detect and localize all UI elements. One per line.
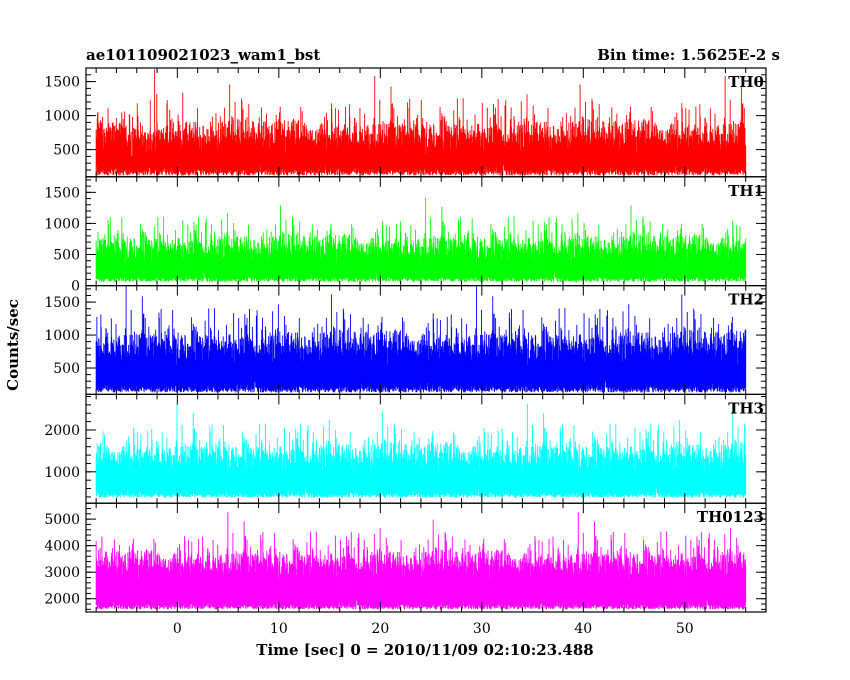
y-tick-label: 1000	[44, 328, 80, 344]
panel-label-th0123: TH0123	[697, 508, 764, 526]
panel-th3: TH3 1000 2000	[44, 393, 767, 504]
y-tick-label: 500	[53, 248, 80, 264]
y-tick-label: 3000	[44, 565, 80, 581]
y-tick-label: 1500	[44, 75, 80, 91]
x-tick-label: 40	[574, 621, 592, 637]
y-tick-label: 0	[71, 279, 80, 295]
panel-th0: TH0 500 1000 1500	[44, 67, 767, 178]
series-th0-line	[95, 69, 747, 176]
chart-subtitle: Bin time: 1.5625E-2 s	[597, 46, 780, 64]
y-tick-label: 500	[53, 361, 80, 377]
y-axis-label: Counts/sec	[4, 299, 22, 391]
x-tick-label: 0	[173, 621, 182, 637]
y-tick-label: 2000	[44, 423, 80, 439]
series-th0123-line	[95, 512, 747, 610]
x-axis-label: Time [sec] 0 = 2010/11/09 02:10:23.488	[256, 641, 593, 659]
y-tick-label: 2000	[44, 592, 80, 608]
y-tick-label: 1000	[44, 216, 80, 232]
y-tick-label: 5000	[44, 512, 80, 528]
x-tick-label: 10	[270, 621, 288, 637]
series-th3-line	[95, 403, 747, 498]
panel-label-th3: TH3	[728, 399, 764, 417]
panel-label-th1: TH1	[728, 182, 764, 200]
x-tick-label: 50	[676, 621, 694, 637]
series-th2-line	[95, 285, 747, 393]
y-tick-label: 4000	[44, 539, 80, 555]
panel-frame	[85, 502, 767, 613]
y-tick-label: 1500	[44, 295, 80, 311]
series-th1-line	[95, 198, 747, 282]
panels: TH050010001500TH1050010001500TH250010001…	[44, 67, 767, 637]
panel-th0123: TH0123 2000 3000 4000 5000	[44, 502, 767, 613]
chart-title: ae101109021023_wam1_bst	[86, 46, 320, 64]
y-tick-label: 500	[53, 143, 80, 159]
panel-label-th2: TH2	[728, 291, 764, 309]
x-tick-label: 30	[473, 621, 491, 637]
y-tick-label: 1500	[44, 185, 80, 201]
panel-label-th0: TH0	[728, 73, 764, 91]
y-tick-label: 1000	[44, 109, 80, 125]
panel-th2: TH2 500 1000 1500	[44, 285, 767, 396]
panel-th1: TH1 0 500 1000 1500	[44, 176, 767, 295]
x-tick-label: 20	[371, 621, 389, 637]
y-tick-label: 1000	[44, 465, 80, 481]
